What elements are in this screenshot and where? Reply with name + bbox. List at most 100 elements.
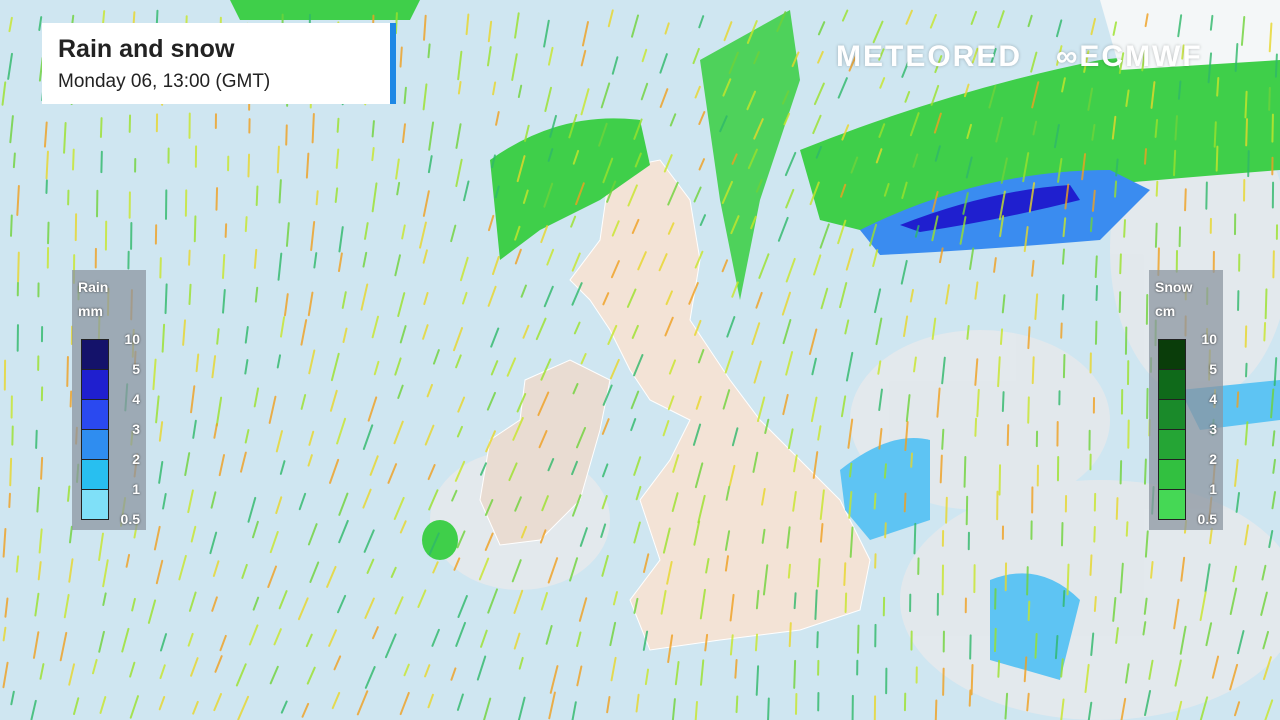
wind-streak [812, 114, 822, 135]
wind-streak [538, 429, 548, 449]
wind-streak [809, 181, 820, 206]
wind-streak [431, 628, 440, 647]
title-panel: Rain and snow Monday 06, 13:00 (GMT) [42, 23, 396, 104]
wind-streak [1144, 13, 1149, 28]
wind-streak [69, 525, 73, 544]
wind-streak [1053, 124, 1060, 149]
wind-streak [630, 14, 640, 38]
wind-streak [397, 384, 404, 399]
ecmwf-emblem-icon: ∞ [1056, 40, 1080, 73]
wind-streak [751, 322, 761, 346]
wind-streak [631, 324, 639, 339]
wind-streak [731, 281, 739, 298]
wind-streak [395, 158, 400, 180]
wind-streak [849, 526, 854, 558]
wind-streak [35, 429, 38, 449]
wind-streak [7, 52, 13, 80]
rain_legend-swatch [82, 490, 108, 519]
wind-streak [993, 257, 997, 273]
wind-streak [698, 111, 706, 126]
wind-streak [506, 357, 517, 377]
wind-streak [997, 10, 1005, 29]
wind-streak [793, 454, 798, 473]
wind-streak [722, 389, 731, 410]
wind-streak [633, 118, 643, 140]
wind-streak [9, 115, 14, 144]
wind-streak [98, 532, 104, 561]
wind-streak [1232, 565, 1238, 583]
wind-streak [432, 349, 440, 365]
wind-streak [903, 492, 907, 513]
wind-streak [219, 634, 227, 652]
wind-streak [478, 557, 490, 581]
wind-streak [969, 247, 975, 271]
wind-streak [1173, 598, 1180, 630]
wind-streak [278, 590, 288, 610]
wind-streak [427, 693, 434, 709]
wind-streak [393, 420, 404, 445]
wind-streak [631, 218, 640, 234]
wind-streak [252, 596, 260, 611]
wind-streak [300, 394, 307, 410]
wind-streak [1060, 658, 1064, 678]
wind-streak [1115, 497, 1119, 520]
wind-streak [721, 180, 734, 205]
wind-streak [30, 699, 37, 720]
wind-streak [1209, 527, 1213, 545]
wind-streak [277, 252, 283, 281]
wind-streak [455, 354, 462, 369]
wind-streak [424, 424, 435, 446]
wind-streak [929, 13, 937, 29]
wind-streak [10, 690, 15, 706]
wind-streak [1144, 148, 1147, 165]
wind-streak [394, 12, 398, 35]
wind-streak [12, 152, 16, 169]
wind-streak [372, 626, 379, 640]
wind-streak [610, 656, 617, 682]
snow_legend-label: 10 [1201, 331, 1217, 347]
wind-streak [843, 562, 847, 586]
wind-streak [45, 150, 49, 180]
wind-streak [269, 665, 279, 685]
wind-streak [1229, 663, 1239, 691]
wind-streak [659, 53, 668, 74]
wind-streak [788, 622, 792, 648]
wind-streak [781, 291, 792, 316]
wind-streak [98, 630, 105, 653]
wind-streak [463, 180, 470, 202]
rain_legend-label: 4 [132, 391, 140, 407]
wind-streak [1087, 701, 1093, 720]
wind-streak [511, 53, 518, 81]
wind-streak [214, 655, 223, 673]
wind-streak [244, 429, 250, 444]
wind-streak [1244, 524, 1250, 546]
wind-streak [313, 252, 318, 269]
wind-streak [1207, 52, 1213, 84]
wind-streak [1261, 564, 1267, 581]
wind-streak [571, 701, 577, 720]
wind-streak [1031, 259, 1035, 277]
wind-streak [213, 423, 218, 439]
wind-streak [878, 427, 883, 450]
wind-streak [211, 596, 218, 612]
snow_legend-swatch [1159, 490, 1185, 519]
wind-streak [900, 259, 908, 285]
wind-streak [626, 288, 637, 308]
wind-streak [939, 454, 943, 484]
wind-streak [102, 559, 109, 588]
wind-streak [699, 659, 705, 686]
wind-streak [581, 21, 589, 47]
snow_legend-swatch [1159, 430, 1185, 460]
wind-streak [580, 88, 590, 116]
wind-streak [1236, 391, 1240, 408]
wind-streak [397, 292, 406, 318]
wind-streak [819, 223, 830, 249]
wind-streak [485, 430, 496, 453]
wind-streak [337, 252, 343, 273]
wind-streak [155, 559, 164, 585]
wind-streak [724, 350, 734, 374]
wind-streak [1125, 521, 1129, 537]
wind-streak [356, 690, 369, 716]
wind-streak [637, 251, 647, 271]
